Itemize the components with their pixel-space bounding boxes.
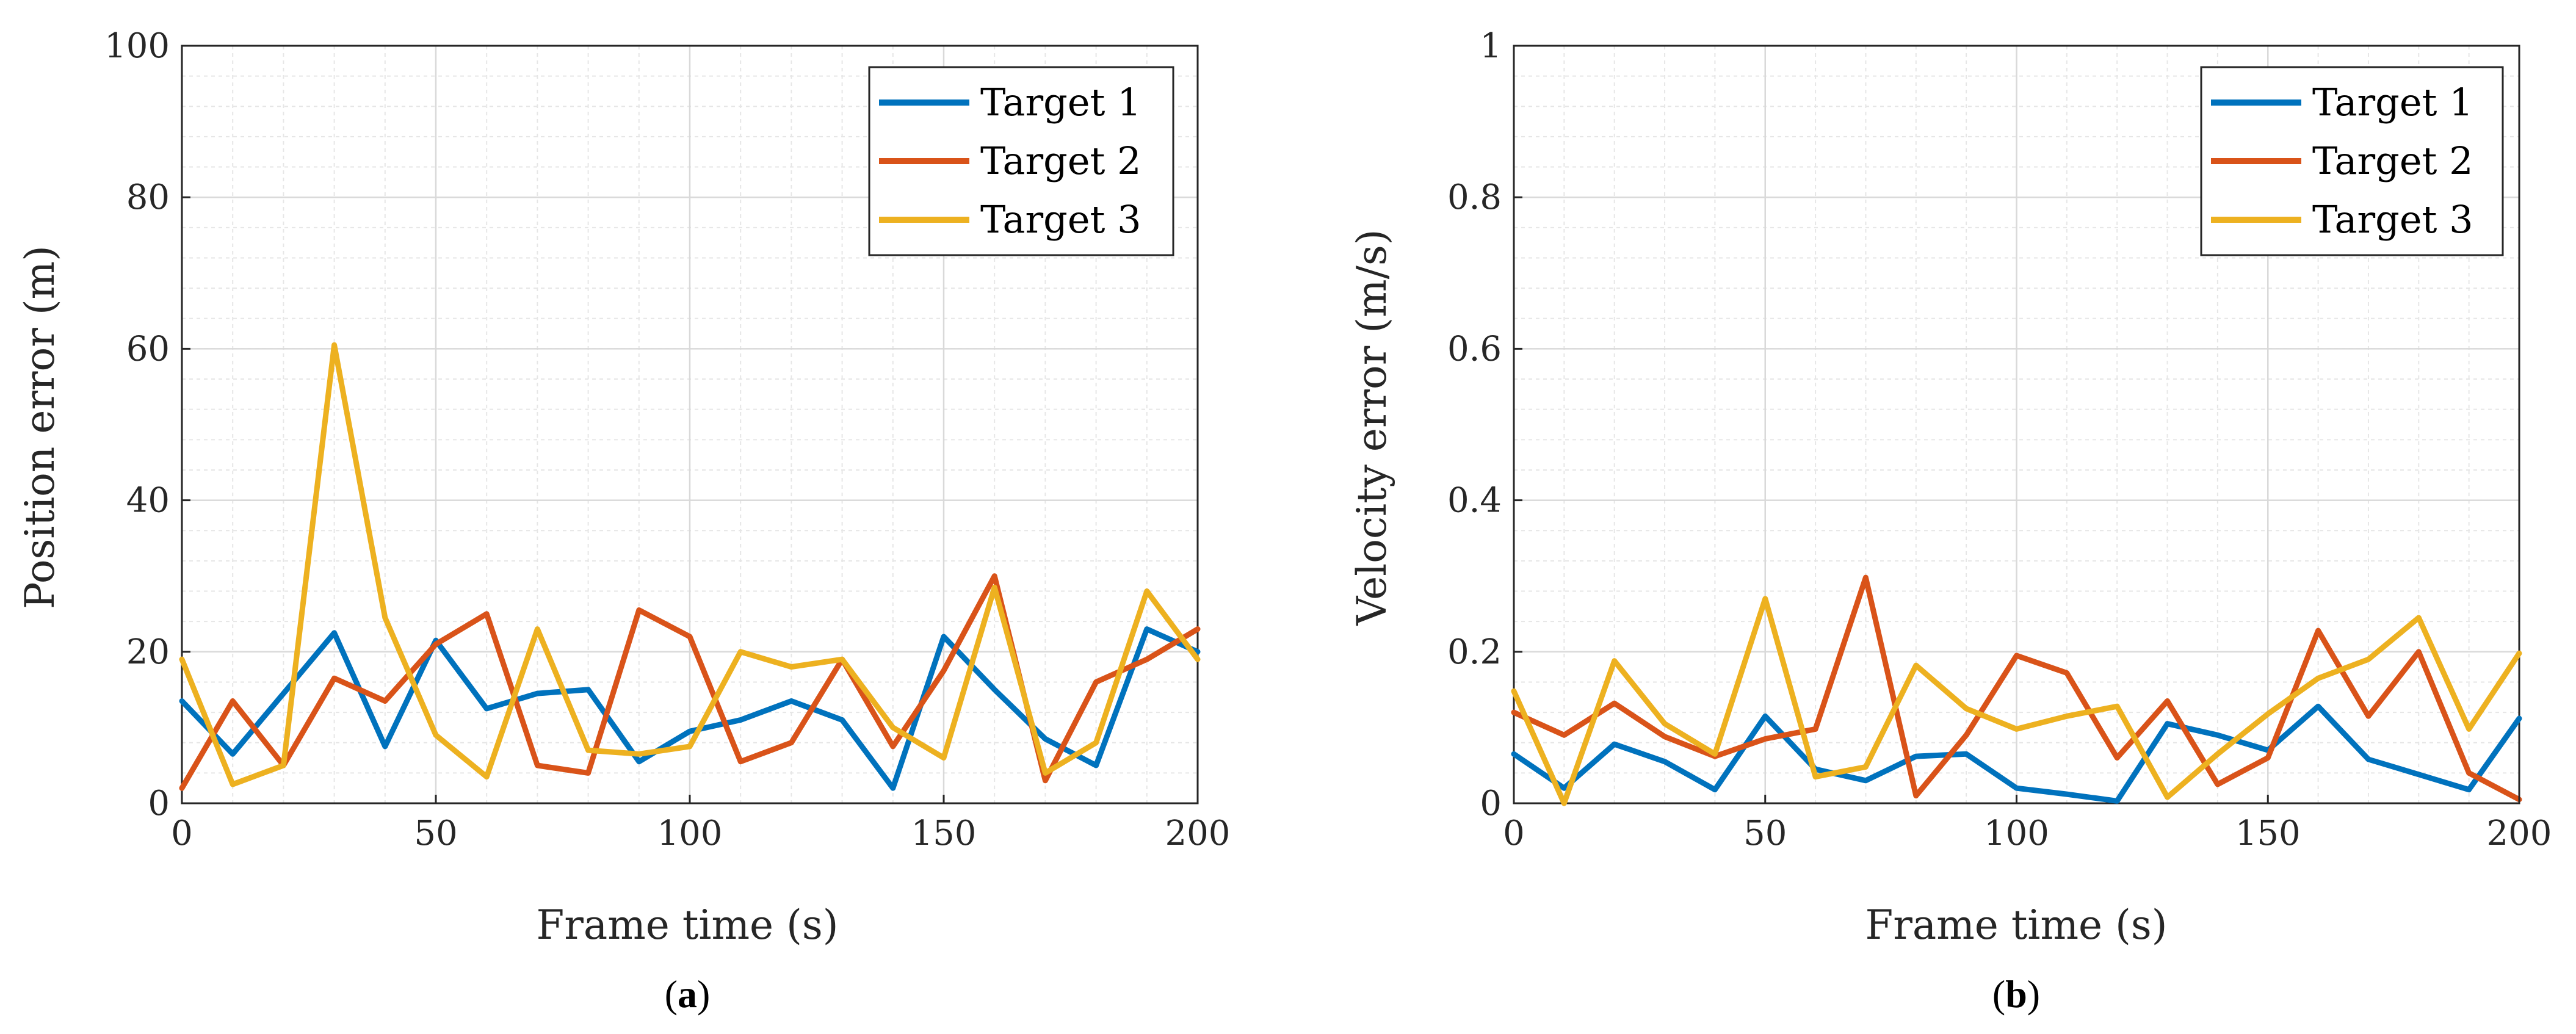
legend-entry-target-2: Target 2: [2211, 139, 2473, 183]
panel-label-a: a: [678, 972, 697, 1016]
x-tick-label: 150: [2235, 814, 2301, 853]
y-tick-label: 0.8: [1447, 178, 1502, 217]
y-axis-label: Position error (m): [16, 245, 63, 609]
x-tick-label: 0: [171, 814, 193, 853]
y-axis-label: Velocity error (m/s): [1348, 230, 1395, 626]
major-grid: [182, 46, 1198, 803]
legend-label-target-1: Target 1: [2312, 80, 2473, 125]
y-tick-label: 0.2: [1447, 632, 1502, 672]
series-line-target-3: [1511, 596, 2522, 806]
tick-labels: 0 50 100 150 200 0 20 40 60 80 100: [104, 26, 1230, 853]
y-tick-label: 40: [126, 481, 170, 521]
legend-entry-target-3: Target 3: [879, 197, 1141, 242]
x-tick-label: 200: [2487, 814, 2552, 853]
y-tick-label: 0.6: [1447, 329, 1502, 369]
y-tick-label: 20: [126, 632, 170, 672]
series-line-target-3: [179, 342, 1201, 787]
series-layer: [1511, 574, 2522, 806]
x-tick-label: 50: [1743, 814, 1787, 853]
y-tick-label: 100: [104, 26, 170, 66]
y-tick-label: 80: [126, 178, 170, 217]
y-tick-label: 1: [1480, 26, 1502, 66]
y-tick-label: 0: [148, 784, 170, 823]
panel-label-b: b: [2005, 972, 2027, 1016]
legend-entry-target-1: Target 1: [879, 80, 1141, 125]
legend-entry-target-3: Target 3: [2211, 197, 2473, 242]
legend-entry-target-1: Target 1: [2211, 80, 2473, 125]
legend-label-target-2: Target 2: [980, 139, 1141, 183]
series-layer: [179, 342, 1201, 791]
chart-panel-b: 0 50 100 150 200 0 0.2 0.4 0.6 0.8 1 Frame time (s…: [1348, 26, 2552, 1016]
x-tick-label: 100: [657, 814, 723, 853]
series-line-target-1: [1511, 703, 2522, 804]
x-tick-label: 200: [1165, 814, 1231, 853]
legend-label-target-2: Target 2: [2312, 139, 2473, 183]
x-tick-label: 50: [414, 814, 457, 853]
x-axis-label: Frame time (s): [1865, 902, 2168, 949]
legend-label-target-3: Target 3: [980, 197, 1141, 242]
x-tick-label: 100: [1984, 814, 2049, 853]
panel-caption-a: (a): [665, 972, 711, 1016]
series-line-target-2: [1511, 574, 2522, 803]
tick-labels: 0 50 100 150 200 0 0.2 0.4 0.6 0.8 1: [1447, 26, 2552, 853]
legend-label-target-1: Target 1: [980, 80, 1141, 125]
y-tick-label: 0.4: [1447, 481, 1502, 521]
legend-label-target-3: Target 3: [2312, 197, 2473, 242]
legend: Target 1 Target 2 Target 3: [868, 66, 1174, 256]
legend: Target 1 Target 2 Target 3: [2200, 66, 2504, 256]
y-tick-label: 0: [1480, 784, 1502, 823]
panel-caption-b: (b): [1992, 972, 2040, 1016]
legend-entry-target-2: Target 2: [879, 139, 1141, 183]
y-tick-label: 60: [126, 329, 170, 369]
x-axis-label: Frame time (s): [537, 902, 839, 949]
x-tick-label: 0: [1503, 814, 1525, 853]
x-tick-label: 150: [911, 814, 977, 853]
